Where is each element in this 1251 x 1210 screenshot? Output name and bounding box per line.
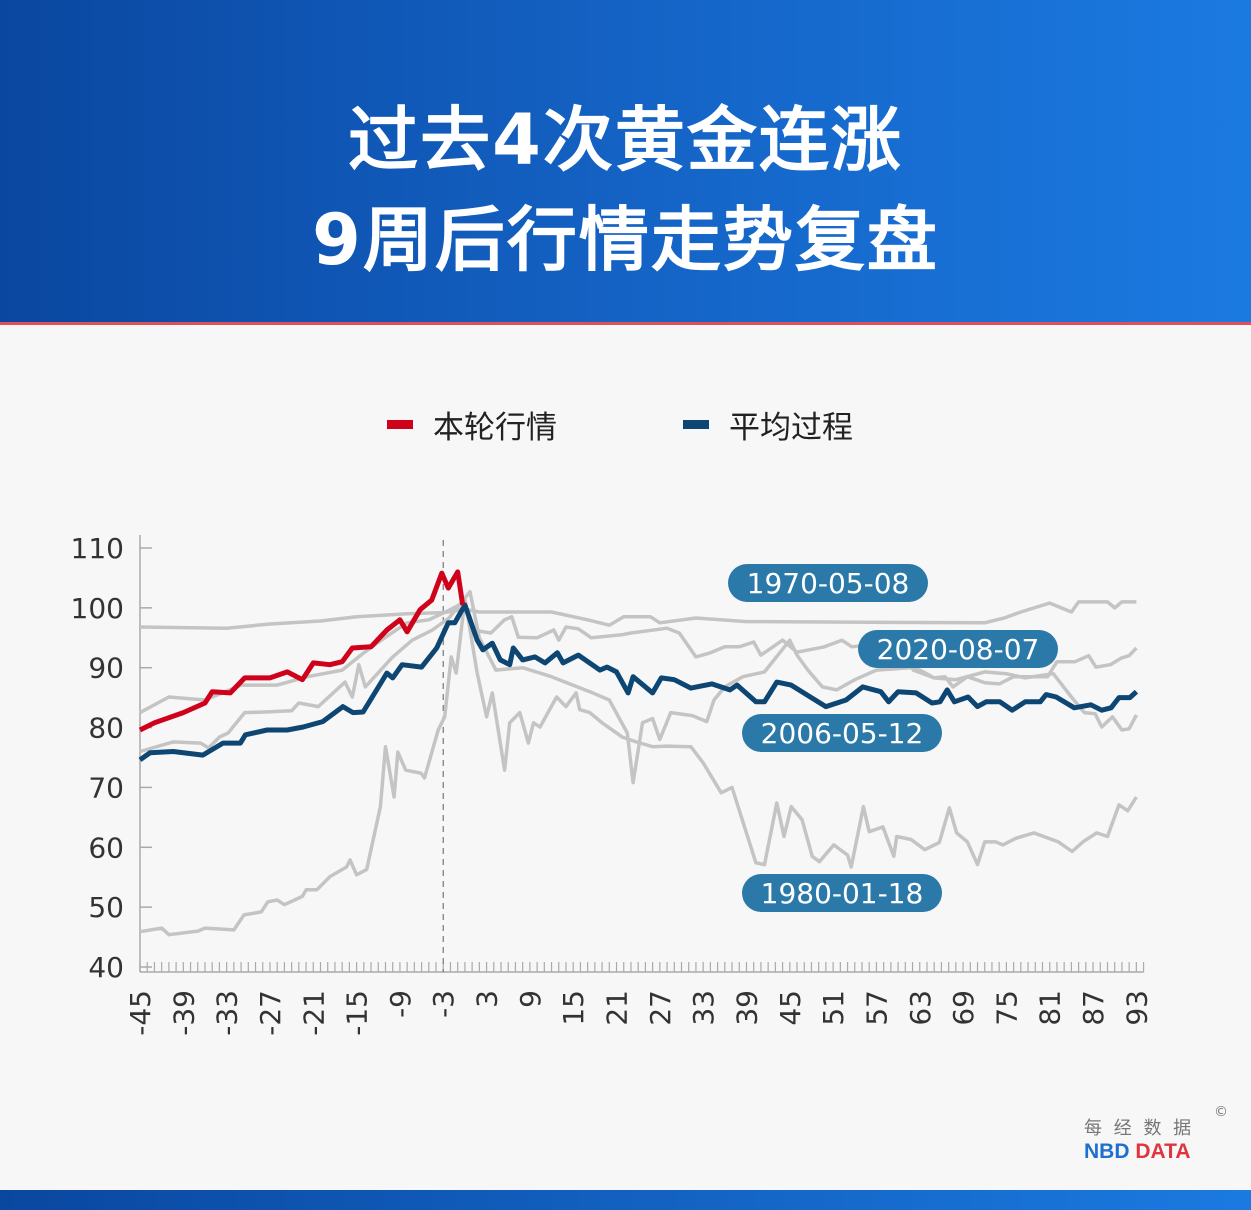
series-label-bg xyxy=(858,630,1058,668)
series-label-text: 2006-05-12 xyxy=(761,717,924,750)
x-tick-label: 63 xyxy=(904,990,937,1026)
x-tick-label: 3 xyxy=(471,990,504,1008)
y-tick-label: 110 xyxy=(71,532,124,565)
x-tick-label: -45 xyxy=(124,990,157,1036)
copyright-mark: © xyxy=(1214,1104,1228,1120)
x-tick-label: 33 xyxy=(687,990,720,1026)
series-line-history xyxy=(139,600,1138,715)
x-tick-label: 21 xyxy=(601,990,634,1026)
series-label-pill: 1970-05-08 xyxy=(728,564,928,602)
x-tick-label: 51 xyxy=(817,990,850,1026)
legend-label-average: 平均过程 xyxy=(729,409,853,446)
logo-en-text: NBD DATA xyxy=(1084,1140,1194,1164)
y-tick-label: 40 xyxy=(88,951,124,984)
x-tick-label: -27 xyxy=(254,990,287,1036)
logo-nbd: NBD xyxy=(1084,1140,1130,1163)
x-tick-label: -21 xyxy=(297,990,330,1036)
x-tick-label: -9 xyxy=(384,990,417,1018)
x-tick-label: 75 xyxy=(990,990,1023,1026)
legend-item-current: 本轮行情 xyxy=(387,404,557,446)
y-tick-label: 70 xyxy=(88,771,124,804)
logo-cn-text: 每 经 数 据 xyxy=(1084,1118,1195,1139)
x-tick-label: 39 xyxy=(730,990,763,1026)
y-tick-label: 90 xyxy=(88,652,124,685)
series-line-current xyxy=(138,569,466,733)
x-tick-label: 93 xyxy=(1120,990,1153,1026)
x-tick-label: 87 xyxy=(1077,990,1110,1026)
x-tick-label: 15 xyxy=(557,990,590,1026)
x-tick-label: 81 xyxy=(1034,990,1067,1026)
x-tick-label: -15 xyxy=(341,990,374,1036)
x-tick-label: 27 xyxy=(644,990,677,1026)
x-tick-label: 9 xyxy=(514,990,547,1008)
header-banner: 过去4次黄金连涨 9周后行情走势复盘 xyxy=(0,0,1251,325)
series-line-average xyxy=(138,602,1139,762)
legend-label-current: 本轮行情 xyxy=(433,409,557,446)
series-label-pill: 1980-01-18 xyxy=(742,874,942,912)
y-tick-label: 60 xyxy=(88,831,124,864)
x-tick-label: 69 xyxy=(947,990,980,1026)
series-label-bg xyxy=(742,874,942,912)
series-label-text: 1980-01-18 xyxy=(761,877,924,910)
series-line-history xyxy=(139,597,1138,937)
logo-data: DATA xyxy=(1135,1140,1191,1163)
series-label-bg xyxy=(742,714,942,752)
legend-item-average: 平均过程 xyxy=(683,404,853,446)
footer-bar xyxy=(0,1190,1251,1210)
x-tick-label: 57 xyxy=(860,990,893,1026)
series-line-history xyxy=(139,589,1138,785)
y-tick-label: 80 xyxy=(88,712,124,745)
x-tick-label: -33 xyxy=(211,990,244,1036)
series-label-pill: 2020-08-07 xyxy=(858,630,1058,668)
title-line-1: 过去4次黄金连涨 xyxy=(348,99,903,181)
series-label-text: 1970-05-08 xyxy=(747,567,910,600)
series-label-text: 2020-08-07 xyxy=(877,633,1040,666)
y-tick-label: 100 xyxy=(71,592,124,625)
x-tick-label: -3 xyxy=(427,990,460,1018)
x-tick-label: 45 xyxy=(774,990,807,1026)
series-label-bg xyxy=(728,564,928,602)
title-line-2: 9周后行情走势复盘 xyxy=(312,199,939,281)
y-tick-label: 50 xyxy=(88,891,124,924)
legend-swatch-average xyxy=(683,419,709,429)
series-line-history xyxy=(139,600,1137,630)
legend-swatch-current xyxy=(387,419,413,429)
nbd-data-logo: 每 经 数 据 NBD DATA xyxy=(1084,1114,1194,1164)
x-tick-label: -39 xyxy=(167,990,200,1036)
series-label-pill: 2006-05-12 xyxy=(742,714,942,752)
